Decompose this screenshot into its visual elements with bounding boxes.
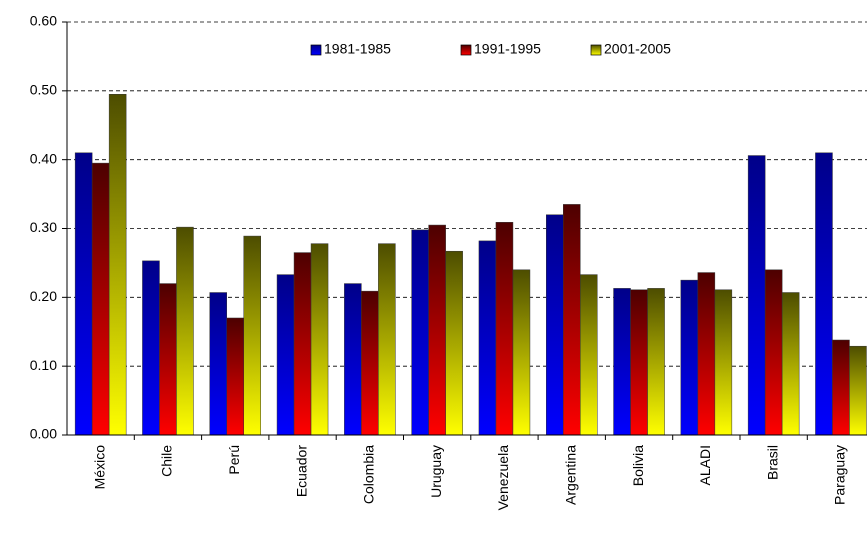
bar (714, 289, 733, 436)
x-tick-label: Bolivia (630, 445, 646, 486)
bar (495, 222, 514, 436)
bar (764, 269, 783, 436)
bar (445, 250, 463, 436)
bar (680, 279, 699, 436)
bar (209, 292, 227, 436)
x-tick-label: Paraguay (832, 445, 848, 505)
legend-label: 2001-2005 (604, 41, 671, 57)
bar (815, 152, 833, 436)
legend-swatch (310, 44, 322, 56)
bar (781, 292, 800, 436)
y-tick-label: 0.00 (30, 426, 57, 442)
bar (630, 289, 648, 436)
x-tick-label: Ecuador (293, 445, 309, 497)
x-tick-label: Venezuela (495, 445, 511, 511)
bar (546, 214, 564, 436)
y-tick-label: 0.30 (30, 219, 57, 235)
x-tick-label: ALADI (697, 445, 713, 485)
x-tick-label: Chile (159, 445, 175, 477)
bar (310, 243, 329, 436)
x-tick-label: Colombia (361, 445, 377, 504)
bar (580, 274, 598, 436)
bar (697, 272, 716, 436)
bar (563, 204, 581, 436)
y-tick-label: 0.20 (30, 288, 57, 304)
legend-swatch (460, 44, 472, 56)
bar (647, 288, 665, 436)
bar (613, 288, 631, 436)
bar (478, 240, 497, 436)
bar (361, 290, 379, 436)
y-tick-label: 0.60 (30, 13, 57, 29)
bar (411, 229, 429, 436)
bar (849, 345, 867, 436)
bar (91, 162, 110, 436)
bar (428, 224, 446, 436)
bar (243, 235, 261, 436)
bar (276, 274, 295, 436)
y-tick-label: 0.10 (30, 357, 57, 373)
legend-label: 1981-1985 (324, 41, 391, 57)
bar (226, 317, 244, 436)
bar (747, 155, 766, 436)
bar (74, 152, 93, 436)
x-tick-label: Perú (226, 445, 242, 475)
x-tick-label: Brasil (764, 445, 780, 480)
bar (176, 226, 194, 436)
bar (142, 260, 160, 436)
x-tick-label: Uruguay (428, 445, 444, 498)
bar (344, 283, 362, 436)
legend-label: 1991-1995 (474, 41, 541, 57)
y-tick-label: 0.40 (30, 150, 57, 166)
bar (293, 252, 312, 436)
legend-swatch (590, 44, 602, 56)
bar (159, 283, 177, 436)
y-tick-label: 0.50 (30, 82, 57, 98)
bar (378, 243, 396, 436)
bar (108, 94, 127, 436)
x-tick-label: México (91, 445, 107, 490)
x-tick-label: Argentina (562, 445, 578, 505)
bar (512, 269, 531, 436)
bar (832, 339, 850, 436)
